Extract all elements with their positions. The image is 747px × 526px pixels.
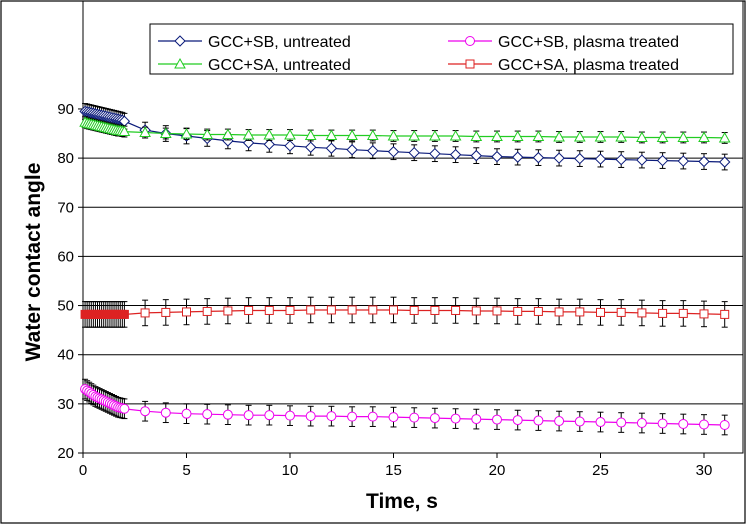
data-point [679,309,687,317]
data-point [720,420,729,429]
y-axis-title: Water contact angle [22,163,45,362]
data-point [348,306,356,314]
legend-marker [466,37,475,46]
data-point [244,411,253,420]
data-point [245,306,253,314]
data-point [534,416,543,425]
data-point [679,420,688,429]
y-tick-label: 70 [57,199,74,216]
data-point [658,419,667,428]
x-tick-label: 15 [385,462,402,479]
data-point [472,307,480,315]
data-point [120,310,128,318]
data-point [141,309,149,317]
data-point [389,413,398,422]
data-point [224,307,232,315]
data-point [493,307,501,315]
x-axis-title: Time, s [366,490,438,513]
data-point [638,309,646,317]
data-point [286,411,295,420]
data-point [369,306,377,314]
legend-marker [466,60,474,68]
x-tick-label: 5 [182,462,190,479]
data-point [307,306,315,314]
data-point [721,310,729,318]
data-point [390,306,398,314]
data-point [617,308,625,316]
x-tick-label: 10 [282,462,299,479]
data-point [368,412,377,421]
data-point [555,308,563,316]
data-point [637,419,646,428]
data-point [534,307,542,315]
data-point [430,414,439,423]
data-point [183,308,191,316]
y-tick-label: 50 [57,298,74,315]
x-tick-label: 25 [592,462,609,479]
data-point [327,306,335,314]
x-tick-label: 0 [79,462,87,479]
x-tick-label: 20 [489,462,506,479]
y-tick-label: 40 [57,347,74,364]
data-point [617,418,626,427]
data-point [493,415,502,424]
data-point [286,306,294,314]
data-point [120,404,129,413]
data-point [596,418,605,427]
data-point [410,413,419,422]
data-point [203,410,212,419]
y-tick-label: 80 [57,150,74,167]
data-point [575,417,584,426]
y-tick-label: 90 [57,101,74,118]
data-point [451,414,460,423]
data-point [597,308,605,316]
y-tick-label: 30 [57,396,74,413]
data-point [452,306,460,314]
data-point [700,420,709,429]
y-tick-label: 60 [57,248,74,265]
x-tick-label: 30 [696,462,713,479]
data-point [513,416,522,425]
data-point [472,415,481,424]
data-point [265,411,274,420]
data-point [182,409,191,418]
legend-label: GCC+SA, untreated [208,57,351,74]
legend-label: GCC+SA, plasma treated [498,57,679,74]
data-point [410,306,418,314]
data-point [431,306,439,314]
data-point [141,407,150,416]
data-point [265,306,273,314]
y-tick-label: 20 [57,445,74,462]
legend: GCC+SB, untreated GCC+SA, untreated GCC+SB… [150,24,733,74]
data-point [162,308,170,316]
data-point [659,309,667,317]
data-point [203,307,211,315]
data-point [161,408,170,417]
data-point [348,412,357,421]
data-point [306,412,315,421]
data-point [555,417,564,426]
data-point [327,412,336,421]
data-point [576,308,584,316]
data-point [223,410,232,419]
data-point [700,310,708,318]
legend-label: GCC+SB, plasma treated [498,34,679,51]
data-point [514,307,522,315]
legend-label: GCC+SB, untreated [208,34,351,51]
